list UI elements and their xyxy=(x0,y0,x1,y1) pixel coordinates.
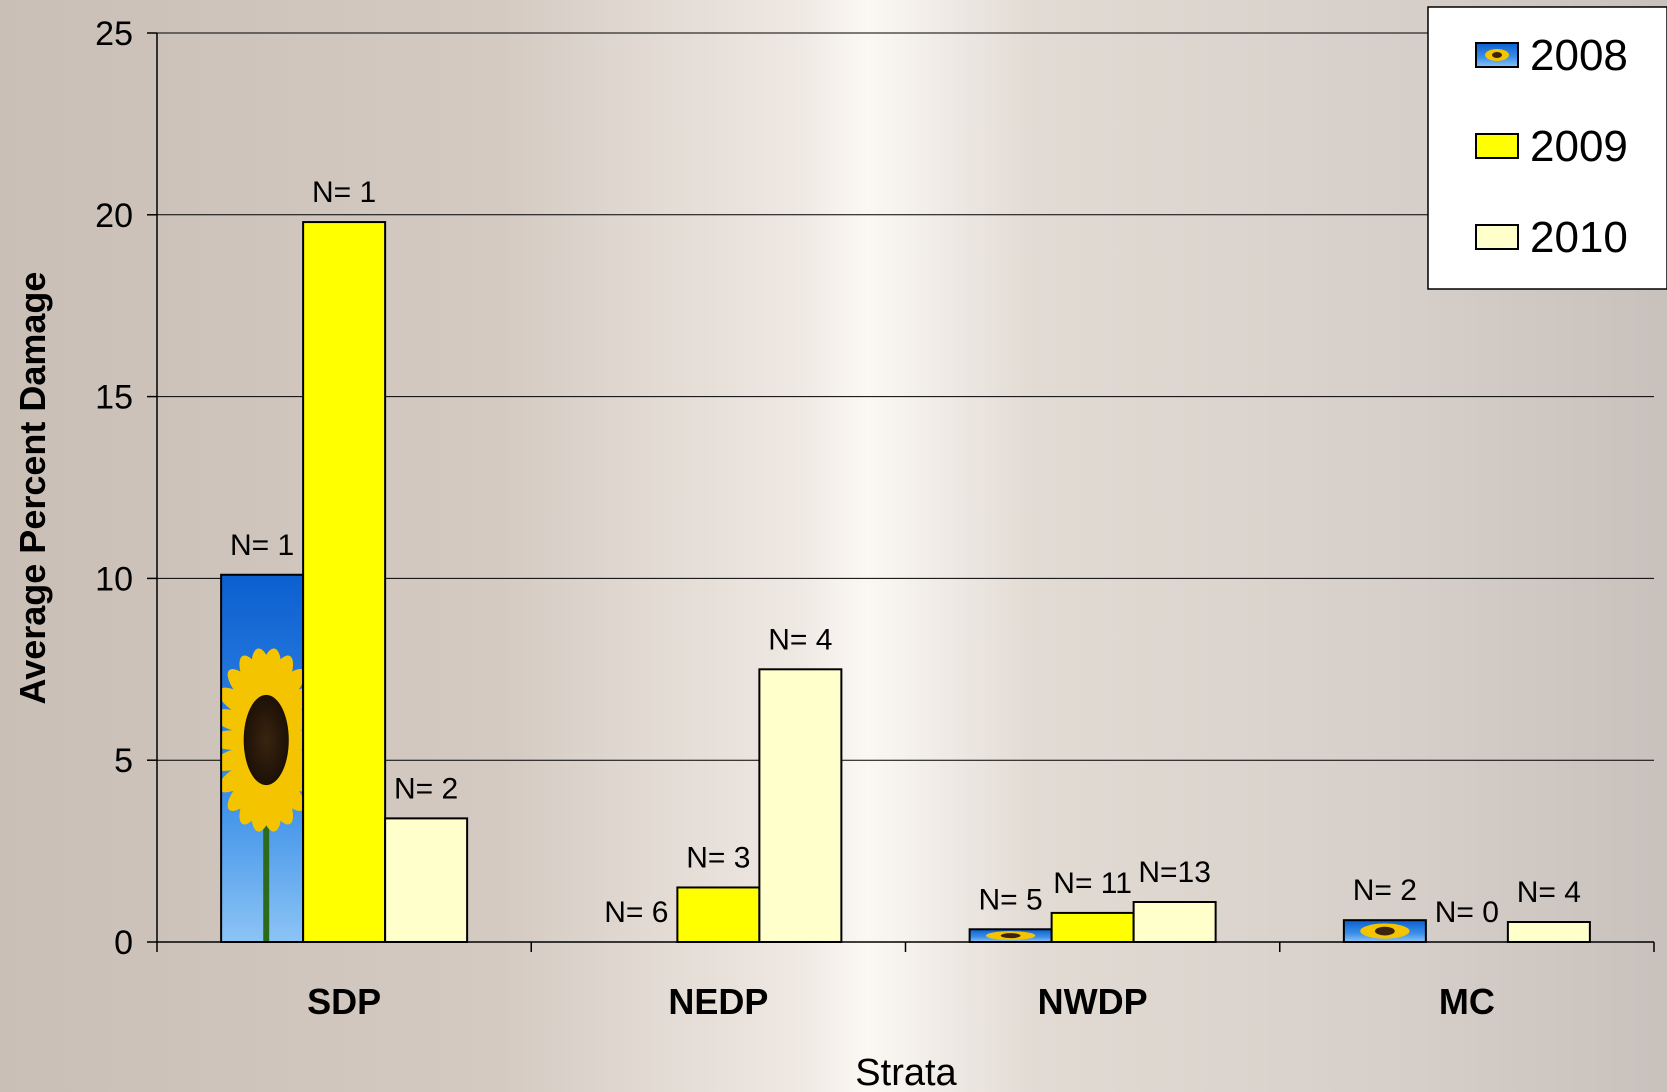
bar-2008-fill xyxy=(968,928,1053,943)
bar-2010 xyxy=(384,817,469,943)
legend-swatch xyxy=(1475,133,1519,159)
y-tick-label: 25 xyxy=(95,15,133,53)
legend-label: 2009 xyxy=(1530,122,1628,171)
bar-2009 xyxy=(676,886,761,944)
data-label: N= 4 xyxy=(768,623,832,656)
data-label: N= 5 xyxy=(979,883,1043,916)
data-label: N= 0 xyxy=(1435,896,1499,929)
y-tick-label: 0 xyxy=(114,924,133,962)
bar-2008-fill xyxy=(1342,919,1427,944)
data-label: N= 2 xyxy=(1353,874,1417,907)
legend-box xyxy=(1427,6,1667,290)
data-label: N= 4 xyxy=(1517,876,1581,909)
legend-label: 2010 xyxy=(1530,213,1628,262)
y-tick-label: 20 xyxy=(95,197,133,235)
y-tick-label: 10 xyxy=(95,560,133,598)
data-label: N= 3 xyxy=(686,841,750,874)
legend-label: 2008 xyxy=(1530,31,1628,80)
data-label: N= 1 xyxy=(312,176,376,209)
data-label: N= 2 xyxy=(394,772,458,805)
data-label: N= 11 xyxy=(1053,867,1132,900)
bar-2010 xyxy=(1506,921,1591,944)
x-tick-label: MC xyxy=(1439,981,1495,1022)
bar-2008-fill xyxy=(220,573,305,943)
bar-2010 xyxy=(758,668,843,943)
legend-swatch xyxy=(1475,224,1519,250)
bar-2010 xyxy=(1132,901,1217,944)
bar-2009 xyxy=(302,221,387,943)
legend-swatch-center xyxy=(1492,52,1502,58)
y-tick-label: 5 xyxy=(114,742,133,780)
x-tick-label: NEDP xyxy=(668,981,768,1022)
x-tick-label: SDP xyxy=(307,981,381,1022)
legend: 2008 2009 2010 xyxy=(1427,6,1667,290)
axes: 0 5 10 15 20 25 SDP NEDP NWDP MC xyxy=(95,15,1655,1022)
data-labels: N= 1 N= 6 N= 5 N= 2 N= 1 N= 3 N= 11 N= 0 N= 2 N= … xyxy=(230,176,1581,929)
bar-2009 xyxy=(1050,911,1135,943)
x-tick-label: NWDP xyxy=(1038,981,1148,1022)
data-label: N=13 xyxy=(1138,856,1211,889)
data-label: N= 6 xyxy=(604,896,668,929)
y-tick-label: 15 xyxy=(95,379,133,417)
gridlines xyxy=(157,32,1654,761)
x-axis-title: Strata xyxy=(855,1052,957,1092)
data-label: N= 1 xyxy=(230,529,294,562)
y-axis-title: Average Percent Damage xyxy=(12,272,53,705)
